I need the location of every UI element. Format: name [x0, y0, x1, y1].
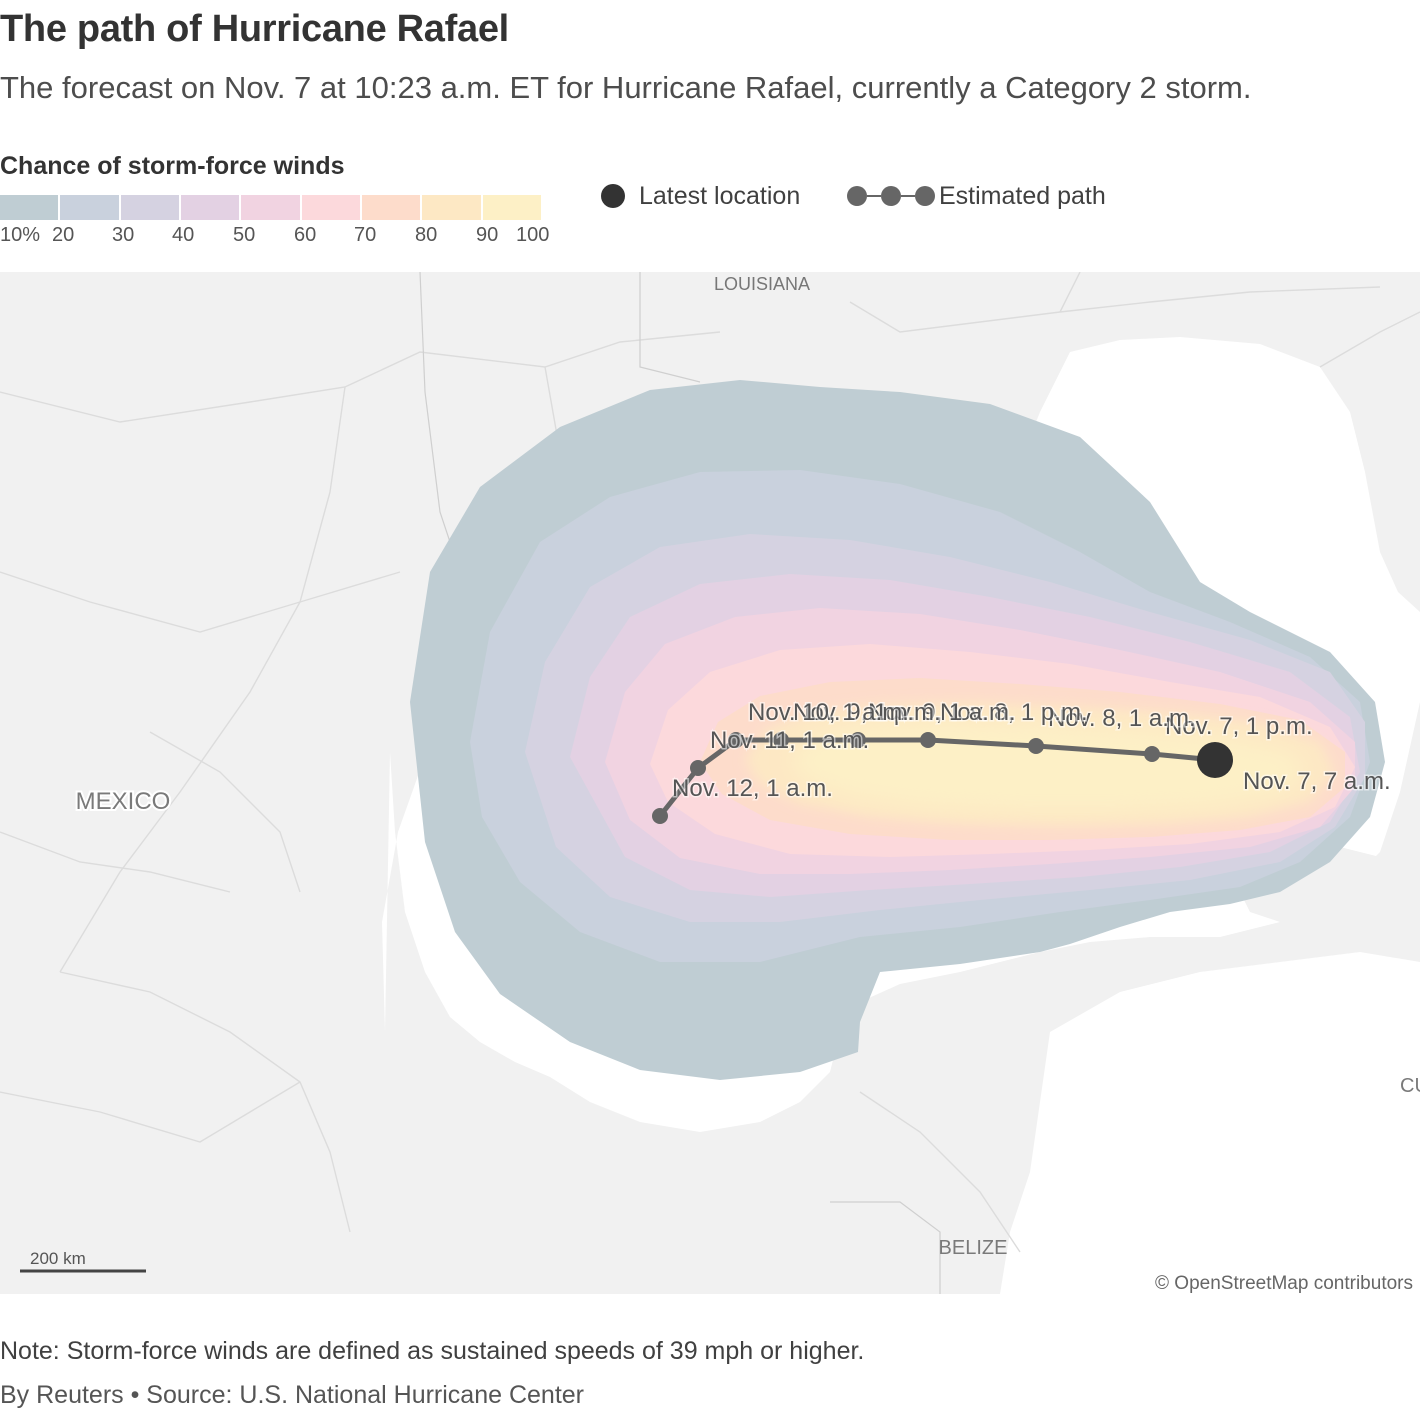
map[interactable]: Nov. 7, 7 a.m. Nov. 7, 1 p.m. Nov. 8, 1 a.…	[0, 272, 1420, 1294]
scale-swatch-60	[301, 195, 360, 220]
track-point[interactable]	[652, 808, 668, 824]
place-label-cuba: CU	[1400, 1075, 1420, 1097]
track-point[interactable]	[920, 732, 936, 748]
scale-ticks: 10% 20 30 40 50 60 70 80 90 100	[0, 224, 560, 250]
chart-title: The path of Hurricane Rafael	[0, 8, 509, 50]
track-point-label: Nov. 8, 1 p.m.	[940, 699, 1088, 726]
source-credit: By Reuters • Source: U.S. National Hurri…	[0, 1381, 584, 1409]
scale-tick: 70	[354, 224, 377, 246]
chart-subtitle: The forecast on Nov. 7 at 10:23 a.m. ET …	[0, 70, 1252, 105]
scale-bar-label: 200 km	[30, 1249, 86, 1268]
legend-scale-title: Chance of storm-force winds	[0, 152, 345, 180]
scale-swatch-50	[241, 195, 300, 220]
caribbean-water	[1000, 952, 1420, 1294]
track-point-label: Nov. 10, 1 a.m.	[748, 699, 909, 726]
track-point-label: Nov. 9, 1 p.m.	[793, 699, 941, 726]
legend-estimated-path-label: Estimated path	[939, 181, 1106, 210]
track-point-label: Nov. 7, 7 a.m.	[1243, 768, 1391, 795]
scale-tick: 10%	[0, 224, 41, 246]
track-point[interactable]	[728, 732, 744, 748]
probability-color-scale	[0, 195, 541, 220]
track-point[interactable]	[690, 760, 706, 776]
track-point[interactable]	[850, 732, 866, 748]
scale-tick: 80	[415, 224, 438, 246]
scale-swatch-80	[422, 195, 481, 220]
footnote: Note: Storm-force winds are defined as s…	[0, 1337, 865, 1365]
isle-of-youth	[1330, 924, 1362, 944]
scale-swatch-70	[361, 195, 421, 220]
track-point-label: Nov. 7, 1 p.m.	[1165, 713, 1313, 740]
map-attribution[interactable]: © OpenStreetMap contributors	[1155, 1273, 1413, 1294]
estimated-path-icon	[847, 186, 935, 206]
latest-location-marker[interactable]	[1197, 742, 1233, 778]
latest-location-dot-icon	[601, 184, 625, 208]
legend-latest-location-label: Latest location	[639, 181, 801, 210]
scale-tick: 20	[52, 224, 75, 246]
track-point[interactable]	[1144, 746, 1160, 762]
wind-probability-field	[410, 380, 1385, 1080]
legend-estimated-path: Estimated path	[847, 180, 1106, 212]
scale-tick: 100	[516, 224, 550, 246]
storm-track	[652, 732, 1233, 824]
scale-tick: 30	[112, 224, 135, 246]
place-label-mexico: MEXICO	[76, 788, 171, 815]
scale-tick: 60	[294, 224, 317, 246]
legend-latest-location: Latest location	[601, 180, 800, 212]
scale-swatch-30	[120, 195, 179, 220]
map-canvas[interactable]: Nov. 7, 7 a.m. Nov. 7, 1 p.m.Nov. 8, 1 a.…	[0, 272, 1420, 1294]
place-label-louisiana: LOUISIANA	[714, 274, 810, 294]
scale-swatch-20	[60, 195, 119, 220]
track-point[interactable]	[1028, 738, 1044, 754]
place-label-belize: BELIZE	[939, 1237, 1008, 1259]
road-network	[0, 272, 1420, 1253]
scale-swatch-10	[0, 195, 59, 220]
track-point-label: Nov. 11, 1 a.m.	[710, 727, 869, 754]
scale-swatch-40	[180, 195, 240, 220]
scale-tick: 90	[476, 224, 499, 246]
scale-tick: 50	[233, 224, 256, 246]
track-point[interactable]	[773, 732, 789, 748]
storm-track-labels: Nov. 7, 7 a.m. Nov. 7, 1 p.m.Nov. 8, 1 a.…	[671, 698, 1393, 804]
scale-tick: 40	[172, 224, 195, 246]
scale-swatch-90	[482, 195, 541, 220]
track-point-label: Nov. 12, 1 a.m.	[672, 775, 833, 802]
prob-band-90	[790, 722, 1305, 810]
track-point-label: Nov. 8, 1 a.m.	[1048, 705, 1196, 732]
track-point-label: Nov. 9, 1 a.m.	[868, 699, 1016, 726]
